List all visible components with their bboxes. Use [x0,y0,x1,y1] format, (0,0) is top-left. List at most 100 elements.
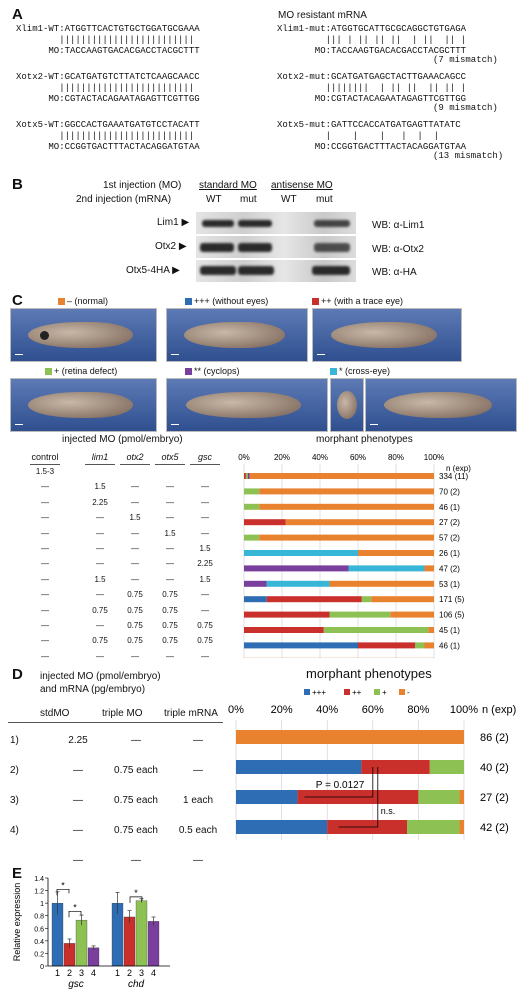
c-n-label: 334 (11) [439,472,469,481]
e-sig-bracket [68,910,82,918]
c-bar-segment [424,565,434,572]
c-cell: — [201,513,209,523]
e-chart: Relative expression 0 0.2 0.4 0.6 0.8 1 1.2 1.4 1… [12,876,170,990]
d-cell: — [73,765,83,776]
c-cell: — [201,605,209,615]
e-tick-label: 1 [40,901,44,908]
e-sig-bracket [56,888,70,896]
panel-a-label: A [12,6,23,23]
d-axis-tick: 40% [316,704,338,716]
header-underline [120,464,150,465]
c-bar-segment [244,534,260,541]
d-cell: — [193,855,203,866]
e-sig-bracket [129,896,143,903]
scale-bar [171,354,179,355]
c-n-header: n (exp) [446,464,471,473]
e-tick-label: 0.4 [34,939,44,946]
legend-swatch [45,368,52,376]
embryo-photo [10,378,157,432]
d-n-label: 42 (2) [480,822,509,834]
mismatch-count: (9 mismatch) [433,103,498,113]
c-cell: 0.75 [162,605,178,615]
d-bar-segment [459,820,464,834]
c-n-label: 46 (1) [439,503,460,512]
d-n-header: n (exp) [482,704,516,716]
c-cell: — [166,544,174,553]
mut-seq: Xotx2-mut:GCATGATGAGCTACTTGAAACAGCC [277,72,467,82]
d-cell: 1 each [182,795,214,806]
c-cell: — [41,544,49,553]
d-bar-segment [361,760,430,774]
c-cell: — [96,513,104,523]
phenotype-legend-item: + (retina defect) [45,366,117,376]
c-bar-segment [358,642,415,649]
c-n-label: 70 (2) [439,487,460,496]
legend-swatch [58,298,65,306]
c-bar-segment [244,611,330,618]
d-cell: — [73,855,83,866]
d-legend-label: + [382,688,387,697]
c-cell: 1.5 [94,574,106,584]
c-cell: 0.75 [162,621,178,630]
d-legend-swatch [374,689,380,695]
c-cell: 0.75 [162,636,178,646]
c-bar-segment [329,580,434,587]
c-cell: — [41,528,49,538]
c-bar-segment [249,473,434,479]
mut-seq: Xotx5-mut:GATTCCACCATGATGAGTTATATC [277,120,461,130]
c-axis-tick: 60% [350,453,366,462]
ns-bracket [338,767,379,828]
c-cell: — [96,528,104,538]
c-bar-segment [371,596,434,603]
c-cell: — [131,559,139,569]
antisense-mo-label: antisense MO [271,180,333,191]
e-lane-label: 3 [79,968,84,978]
col-wt-2: WT [281,194,297,205]
scale-bar [15,424,23,425]
d-legend-swatch [304,689,310,695]
d-header-line [8,722,223,723]
header-underline [190,464,220,465]
wt-mo: MO:TACCAAGTGACACGACCTACGCTTT [16,46,200,56]
d-bar-segment [429,760,464,774]
panel-d-label: D [12,666,23,683]
c-bar-segment [244,596,267,603]
c-cell: — [41,590,49,600]
embryo-photo [166,308,308,362]
standard-mo-label: standard MO [199,180,257,191]
c-col-header: control [31,452,59,462]
c-cell: 0.75 [162,590,178,600]
c-bar-segment [244,642,358,649]
c-cell: — [201,497,209,507]
e-lane-label: 1 [55,968,60,978]
d-legend-label: - [407,688,410,697]
wt-seq: Xotx5-WT:GGCCACTGAAATGATGTCCTACATT [16,120,200,130]
c-cell: — [201,528,209,538]
c-cell: — [166,513,174,523]
c-cell: — [41,621,49,630]
c-cell: — [166,497,174,507]
c-cell: 2.25 [197,559,213,569]
e-tick-label: 1.2 [34,889,44,896]
blot-lim1 [196,212,356,234]
d-axis-tick: 20% [271,704,293,716]
p-bracket [304,767,374,798]
c-cell: 1.5-3 [35,467,55,476]
d-cell: 0.75 each [114,825,158,836]
c-cell: — [41,605,49,615]
c-bar-segment [244,519,286,526]
mismatch-count: (13 mismatch) [433,151,504,161]
embryo-body [28,392,133,418]
scale-bar [370,424,378,425]
e-lane-label: 2 [127,968,132,978]
c-cell: — [41,559,49,569]
d-legend-swatch [344,689,350,695]
c-cell: 0.75 [92,636,108,646]
d-row-id: 4) [10,825,19,836]
c-cell: — [131,651,139,661]
c-n-label: 171 (5) [439,595,465,604]
embryo-head [337,391,357,419]
scale-bar [171,424,179,425]
c-cell: — [166,482,174,492]
blot-otx5 [196,260,356,282]
